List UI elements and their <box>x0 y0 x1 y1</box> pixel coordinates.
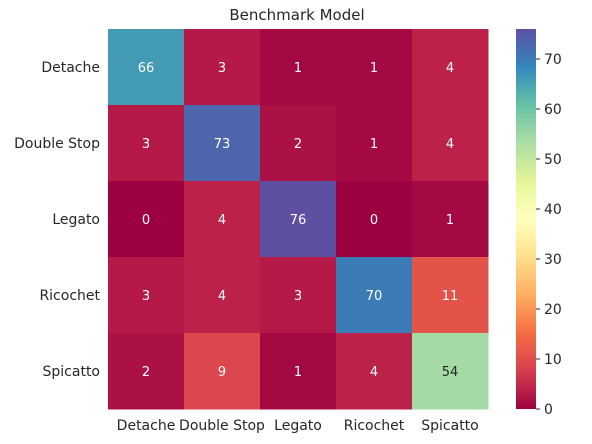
cell-value-label: 70 <box>366 289 383 304</box>
colorbar <box>516 29 536 409</box>
colorbar-ticks: 0 10 20 30 40 50 60 70 <box>536 52 562 418</box>
heatmap-cell <box>412 181 489 258</box>
heatmap-cell <box>108 29 185 106</box>
column-tick-label: Legato <box>274 418 322 434</box>
heatmap-cell-labels: 66 3 1 1 43 73 2 1 40 4 76 0 13 4 3 70 112 9 1 4 54 <box>138 61 459 380</box>
cell-value-label: 3 <box>218 61 226 76</box>
colorbar-tick-label: 10 <box>544 352 562 368</box>
cell-value-label: 2 <box>294 137 302 152</box>
heatmap-cell <box>260 333 337 410</box>
heatmap-cell <box>336 333 413 410</box>
column-tick-labels: Detache Double Stop Legato Ricochet Spicatto <box>117 418 479 434</box>
heatmap-cell <box>336 105 413 182</box>
cell-value-label: 76 <box>290 213 307 228</box>
column-tick-label: Double Stop <box>179 418 265 434</box>
heatmap-cell <box>184 333 261 410</box>
row-tick-label: Ricochet <box>39 288 100 304</box>
heatmap-cell <box>412 333 489 410</box>
cell-value-label: 3 <box>294 289 302 304</box>
row-tick-label: Legato <box>52 212 100 228</box>
heatmap-cell <box>108 105 185 182</box>
chart-title: Benchmark Model <box>229 6 364 24</box>
heatmap-cell <box>336 29 413 106</box>
colorbar-tick-label: 40 <box>544 202 562 218</box>
cell-value-label: 4 <box>446 137 454 152</box>
heatmap-cell <box>260 105 337 182</box>
cell-value-label: 1 <box>370 137 378 152</box>
row-tick-label: Detache <box>41 60 100 76</box>
colorbar-tick-label: 0 <box>544 402 553 418</box>
heatmap-cell <box>184 257 261 334</box>
heatmap-cell <box>260 257 337 334</box>
heatmap-cell <box>184 105 261 182</box>
colorbar-tick-label: 30 <box>544 252 562 268</box>
cell-value-label: 4 <box>218 213 226 228</box>
cell-value-label: 9 <box>218 365 226 380</box>
cell-value-label: 3 <box>142 137 150 152</box>
cell-value-label: 0 <box>142 213 150 228</box>
heatmap-cells <box>108 29 489 410</box>
cell-value-label: 54 <box>442 365 459 380</box>
cell-value-label: 4 <box>218 289 226 304</box>
colorbar-tick-label: 70 <box>544 52 562 68</box>
column-tick-label: Spicatto <box>421 418 478 434</box>
heatmap-cell <box>336 257 413 334</box>
column-tick-label: Detache <box>117 418 176 434</box>
cell-value-label: 4 <box>370 365 378 380</box>
heatmap-cell <box>260 29 337 106</box>
row-tick-label: Double Stop <box>14 136 100 152</box>
heatmap-cell <box>260 181 337 258</box>
cell-value-label: 0 <box>370 213 378 228</box>
cell-value-label: 3 <box>142 289 150 304</box>
colorbar-tick-label: 50 <box>544 152 562 168</box>
cell-value-label: 4 <box>446 61 454 76</box>
cell-value-label: 1 <box>370 61 378 76</box>
cell-value-label: 11 <box>442 289 459 304</box>
heatmap-cell <box>108 333 185 410</box>
cell-value-label: 1 <box>294 365 302 380</box>
heatmap-cell <box>184 181 261 258</box>
cell-value-label: 1 <box>446 213 454 228</box>
heatmap-cell <box>108 181 185 258</box>
colorbar-tick-label: 20 <box>544 302 562 318</box>
cell-value-label: 73 <box>214 137 231 152</box>
heatmap-cell <box>412 257 489 334</box>
colorbar-tick-label: 60 <box>544 102 562 118</box>
row-tick-labels: Detache Double Stop Legato Ricochet Spicatto <box>14 60 100 380</box>
cell-value-label: 1 <box>294 61 302 76</box>
row-tick-label: Spicatto <box>43 364 100 380</box>
heatmap-cell <box>108 257 185 334</box>
heatmap-cell <box>184 29 261 106</box>
column-tick-label: Ricochet <box>344 418 405 434</box>
heatmap-cell <box>336 181 413 258</box>
cell-value-label: 66 <box>138 61 155 76</box>
heatmap-cell <box>412 105 489 182</box>
heatmap-cell <box>412 29 489 106</box>
cell-value-label: 2 <box>142 365 150 380</box>
